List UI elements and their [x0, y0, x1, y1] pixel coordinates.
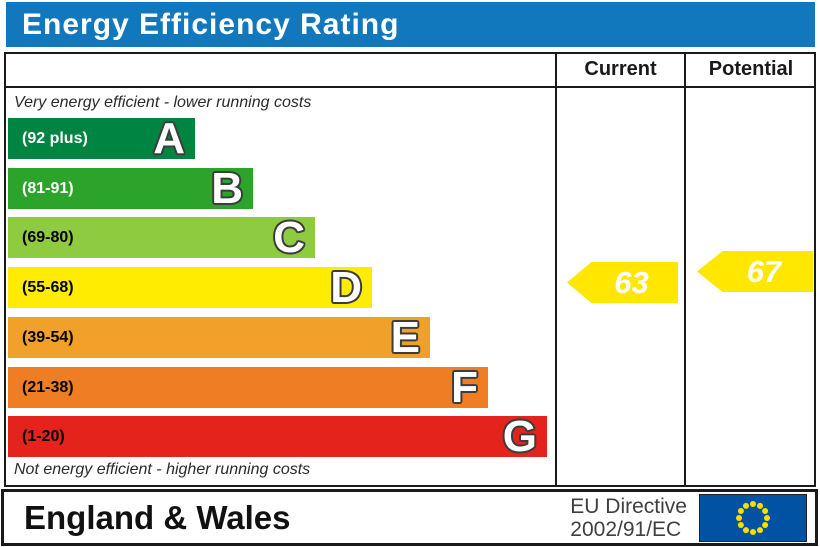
band-e: (39-54) E — [8, 313, 430, 362]
page-title: Energy Efficiency Rating — [22, 8, 400, 41]
band-range-label: (39-54) — [22, 328, 74, 346]
band-range-label: (81-91) — [22, 179, 74, 197]
eu-directive-line1: EU Directive — [570, 494, 687, 518]
band-range-label: (21-38) — [22, 378, 74, 396]
band-letter: A — [153, 114, 185, 163]
band-letter: G — [502, 412, 537, 461]
footer-bar: England & Wales EU Directive 2002/91/EC — [1, 489, 818, 546]
band-g: (1-20) G — [8, 412, 547, 461]
potential-rating-value: 67 — [746, 253, 782, 289]
column-divider-potential — [684, 52, 686, 487]
band-letter: E — [390, 313, 420, 362]
region-label: England & Wales — [24, 498, 291, 536]
band-letter: F — [451, 363, 478, 412]
band-letter: B — [211, 164, 243, 213]
band-range-label: (1-20) — [22, 427, 65, 445]
header-underline — [4, 86, 816, 88]
current-column-header: Current — [584, 58, 657, 80]
band-d: (55-68) D — [8, 263, 372, 312]
eu-directive-label: EU Directive 2002/91/EC — [570, 495, 687, 541]
eu-directive-line2: 2002/91/EC — [570, 517, 682, 541]
band-f: (21-38) F — [8, 363, 488, 412]
current-rating-arrow: 63 — [567, 262, 678, 303]
band-a: (92 plus) A — [8, 114, 195, 163]
caption-not-efficient: Not energy efficient - higher running co… — [14, 461, 311, 478]
band-letter: D — [330, 263, 362, 312]
band-letter: C — [273, 213, 305, 262]
potential-rating-arrow: 67 — [697, 251, 813, 292]
title-bar: Energy Efficiency Rating — [6, 2, 815, 47]
band-c: (69-80) C — [8, 213, 315, 262]
band-range-label: (55-68) — [22, 278, 74, 296]
column-divider-current — [555, 52, 557, 487]
band-range-label: (69-80) — [22, 228, 74, 246]
caption-very-efficient: Very energy efficient - lower running co… — [14, 94, 312, 111]
band-range-label: (92 plus) — [22, 129, 88, 147]
band-b: (81-91) B — [8, 164, 253, 213]
current-rating-value: 63 — [614, 264, 649, 300]
eu-flag-icon — [699, 493, 807, 542]
potential-column-header: Potential — [708, 58, 794, 80]
